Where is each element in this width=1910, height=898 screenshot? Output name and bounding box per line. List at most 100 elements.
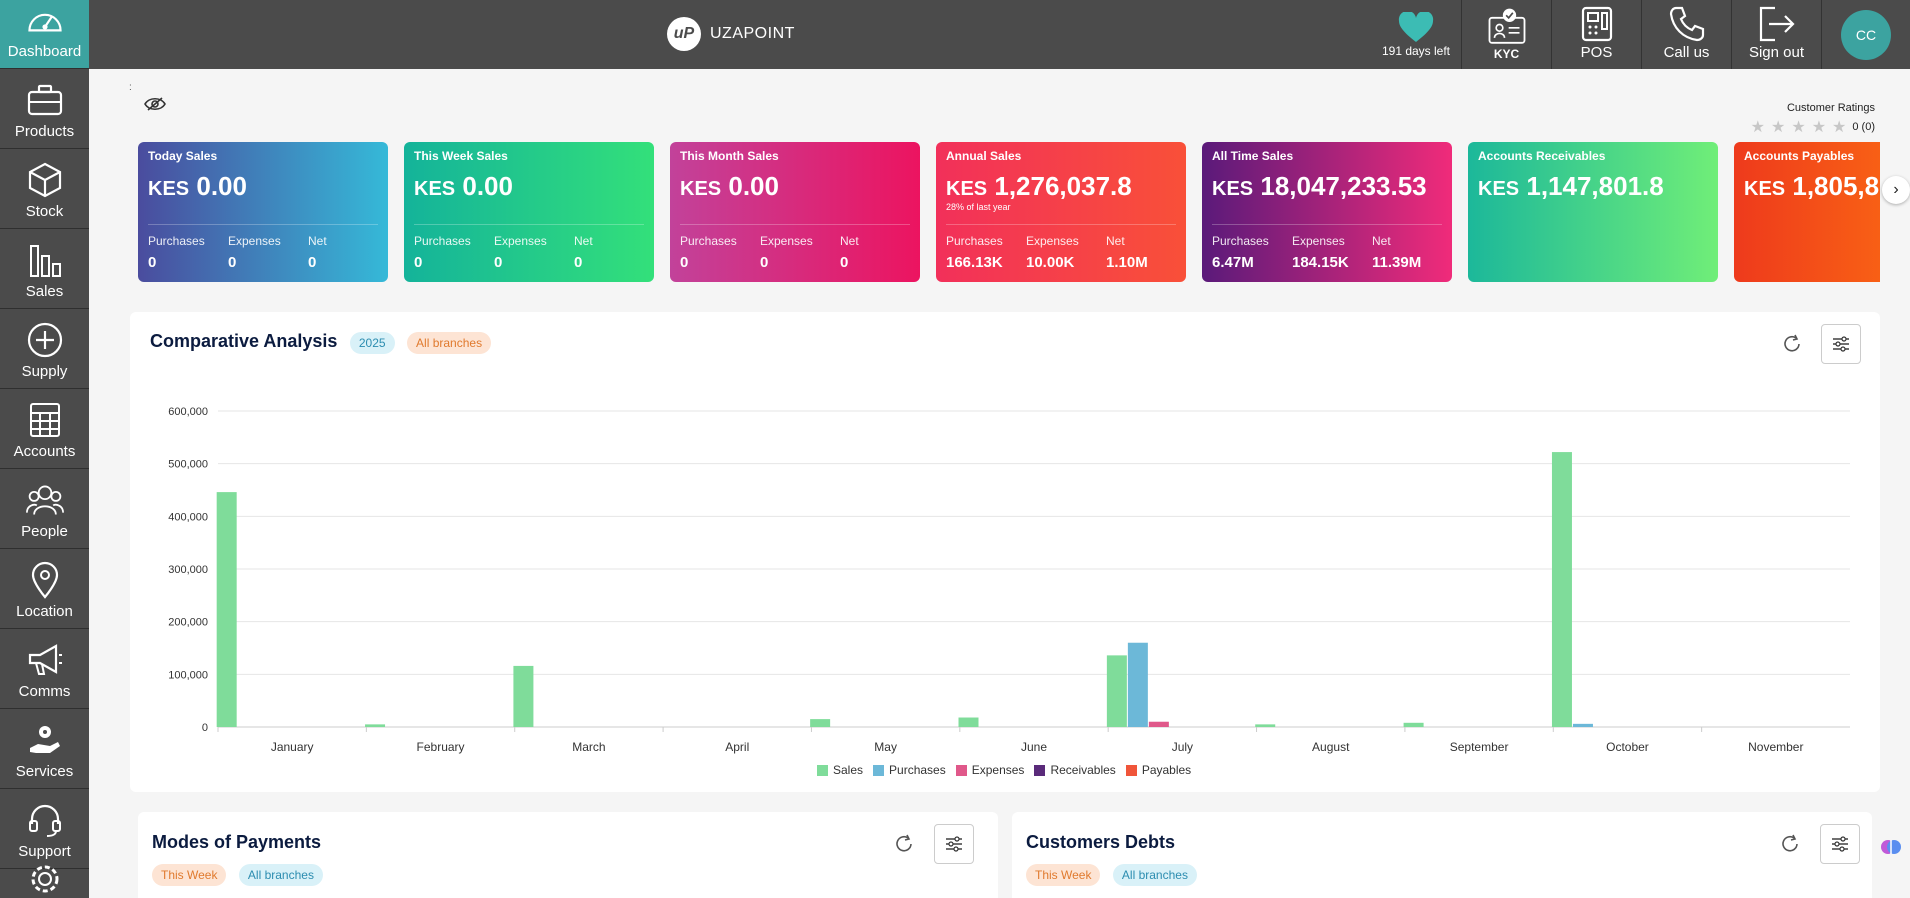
- customers-debts-panel: Customers Debts This Week All branches: [1012, 812, 1872, 898]
- legend-swatch: [873, 764, 885, 776]
- refresh-button[interactable]: [1772, 324, 1812, 364]
- kyc-button[interactable]: KYC: [1461, 0, 1551, 69]
- sidebar-item-accounts[interactable]: Accounts: [0, 389, 89, 469]
- summary-cards: Today Sales KES 0.00 Purchases 0 Expenses…: [138, 142, 1880, 282]
- sidebar-item-stock[interactable]: Stock: [0, 149, 89, 229]
- sidebar-item-label: Accounts: [13, 443, 76, 460]
- sidebar-item-services[interactable]: Services: [0, 709, 89, 789]
- sidebar-item-comms[interactable]: Comms: [0, 629, 89, 709]
- stat-purchases: 0: [680, 254, 689, 271]
- user-menu[interactable]: CC: [1821, 0, 1910, 69]
- legend-swatch: [1125, 764, 1137, 776]
- sidebar-item-supply[interactable]: Supply: [0, 309, 89, 389]
- card-title: All Time Sales: [1212, 149, 1294, 163]
- sidebar-item-label: Sales: [25, 283, 64, 300]
- sidebar-item-location[interactable]: Location: [0, 549, 89, 629]
- sidebar-item-people[interactable]: People: [0, 469, 89, 549]
- year-pill[interactable]: 2025: [349, 331, 395, 354]
- filter-button[interactable]: [1820, 824, 1860, 864]
- stat-label: Expenses: [760, 234, 813, 248]
- sidebar-item-sales[interactable]: Sales: [0, 229, 89, 309]
- bar-chart-icon: [26, 241, 64, 279]
- brand[interactable]: uP UZAPOINT: [667, 17, 795, 51]
- sidebar-item-dashboard[interactable]: Dashboard: [0, 0, 89, 69]
- hide-values-toggle[interactable]: [144, 96, 166, 117]
- pos-button[interactable]: POS: [1551, 0, 1641, 69]
- legend-item[interactable]: Payables: [1125, 763, 1191, 777]
- stat-purchases: 0: [148, 254, 157, 271]
- ai-assistant-button[interactable]: [1880, 836, 1902, 858]
- days-left-text: 191 days left: [1381, 43, 1451, 58]
- stat-net: 0: [308, 254, 317, 271]
- card-title: Accounts Receivables: [1478, 149, 1606, 163]
- call-us-button[interactable]: Call us: [1641, 0, 1731, 69]
- card-title: Annual Sales: [946, 149, 1022, 163]
- top-right-actions: 191 days left KYC POS Call us Sign out: [1371, 0, 1910, 69]
- card-amount: KES 0.00: [414, 171, 513, 201]
- sliders-icon: [946, 836, 962, 852]
- star-icon: ★: [1791, 119, 1806, 136]
- panel-title: Comparative Analysis: [150, 331, 338, 351]
- avatar[interactable]: CC: [1841, 9, 1891, 60]
- phone-icon: [1667, 4, 1707, 44]
- sidebar-item-settings[interactable]: [0, 865, 89, 898]
- legend-item[interactable]: Sales: [817, 763, 863, 777]
- legend-item[interactable]: Receivables: [1034, 763, 1116, 777]
- sidebar-item-support[interactable]: Support: [0, 789, 89, 869]
- card-amount: KES 0.00: [148, 171, 247, 201]
- sign-out-button[interactable]: Sign out: [1731, 0, 1821, 69]
- card-this-month-sales[interactable]: This Month Sales KES 0.00 Purchases 0 Exp…: [670, 142, 920, 282]
- legend-label: Expenses: [971, 763, 1025, 777]
- refresh-icon: [896, 834, 912, 852]
- legend-label: Sales: [833, 763, 864, 777]
- subscription-status[interactable]: 191 days left: [1371, 0, 1461, 69]
- legend-item[interactable]: Purchases: [873, 763, 946, 777]
- sidebar-item-label: Stock: [25, 203, 64, 220]
- card-title: Accounts Payables: [1744, 149, 1855, 163]
- calculator-icon: [26, 401, 64, 439]
- sidebar-item-label: Dashboard: [7, 43, 82, 60]
- legend-item[interactable]: Expenses: [955, 763, 1025, 777]
- ratings-value: 0 (0): [1852, 121, 1875, 133]
- stat-label: Expenses: [1026, 234, 1079, 248]
- period-pill[interactable]: This Week: [152, 864, 227, 886]
- card-today-sales[interactable]: Today Sales KES 0.00 Purchases 0 Expenses…: [138, 142, 388, 282]
- card-amount: KES 1,805,89: [1744, 171, 1880, 201]
- card-annual-sales[interactable]: Annual Sales KES 1,276,037.8 28% of last…: [936, 142, 1186, 282]
- stat-label: Purchases: [946, 234, 1003, 248]
- customer-ratings: Customer Ratings ★ ★ ★ ★ ★ 0 (0): [1751, 102, 1875, 137]
- card-accounts-receivables[interactable]: Accounts Receivables KES 1,147,801.8: [1468, 142, 1718, 282]
- filter-button[interactable]: [934, 824, 974, 864]
- filter-button[interactable]: [1821, 324, 1861, 364]
- brain-icon: [1881, 840, 1901, 854]
- ratings-label: Customer Ratings: [1786, 102, 1875, 114]
- card-all-time-sales[interactable]: All Time Sales KES 18,047,233.53 Purchas…: [1202, 142, 1452, 282]
- card-note: 28% of last year: [946, 202, 1011, 212]
- stat-net: 0: [840, 254, 849, 271]
- call-us-label: Call us: [1663, 44, 1710, 61]
- sidebar-item-products[interactable]: Products: [0, 69, 89, 149]
- card-title: Today Sales: [148, 149, 218, 163]
- plus-circle-icon: [26, 321, 64, 359]
- stat-label: Purchases: [148, 234, 205, 248]
- card-title: This Month Sales: [680, 149, 779, 163]
- cards-next-button[interactable]: ›: [1882, 176, 1910, 204]
- refresh-button[interactable]: [884, 824, 924, 864]
- megaphone-icon: [26, 641, 64, 679]
- period-pill[interactable]: This Week: [1026, 864, 1101, 886]
- panel-title: Customers Debts: [1026, 832, 1176, 852]
- headset-icon: [26, 801, 64, 839]
- stat-expenses: 184.15K: [1292, 254, 1349, 271]
- branch-pill[interactable]: All branches: [238, 864, 323, 886]
- pos-label: POS: [1580, 44, 1613, 61]
- star-icon: ★: [1811, 119, 1827, 136]
- sidebar-item-label: Comms: [18, 683, 71, 700]
- branch-pill[interactable]: All branches: [407, 331, 492, 354]
- branch-pill[interactable]: All branches: [1112, 864, 1197, 886]
- card-accounts-payables[interactable]: Accounts Payables KES 1,805,89: [1734, 142, 1880, 282]
- card-this-week-sales[interactable]: This Week Sales KES 0.00 Purchases 0 Expe…: [404, 142, 654, 282]
- dashboard-gauge-icon: [26, 1, 64, 39]
- sidebar-item-label: Supply: [21, 363, 68, 380]
- refresh-button[interactable]: [1770, 824, 1810, 864]
- brand-logo: uP: [667, 17, 701, 51]
